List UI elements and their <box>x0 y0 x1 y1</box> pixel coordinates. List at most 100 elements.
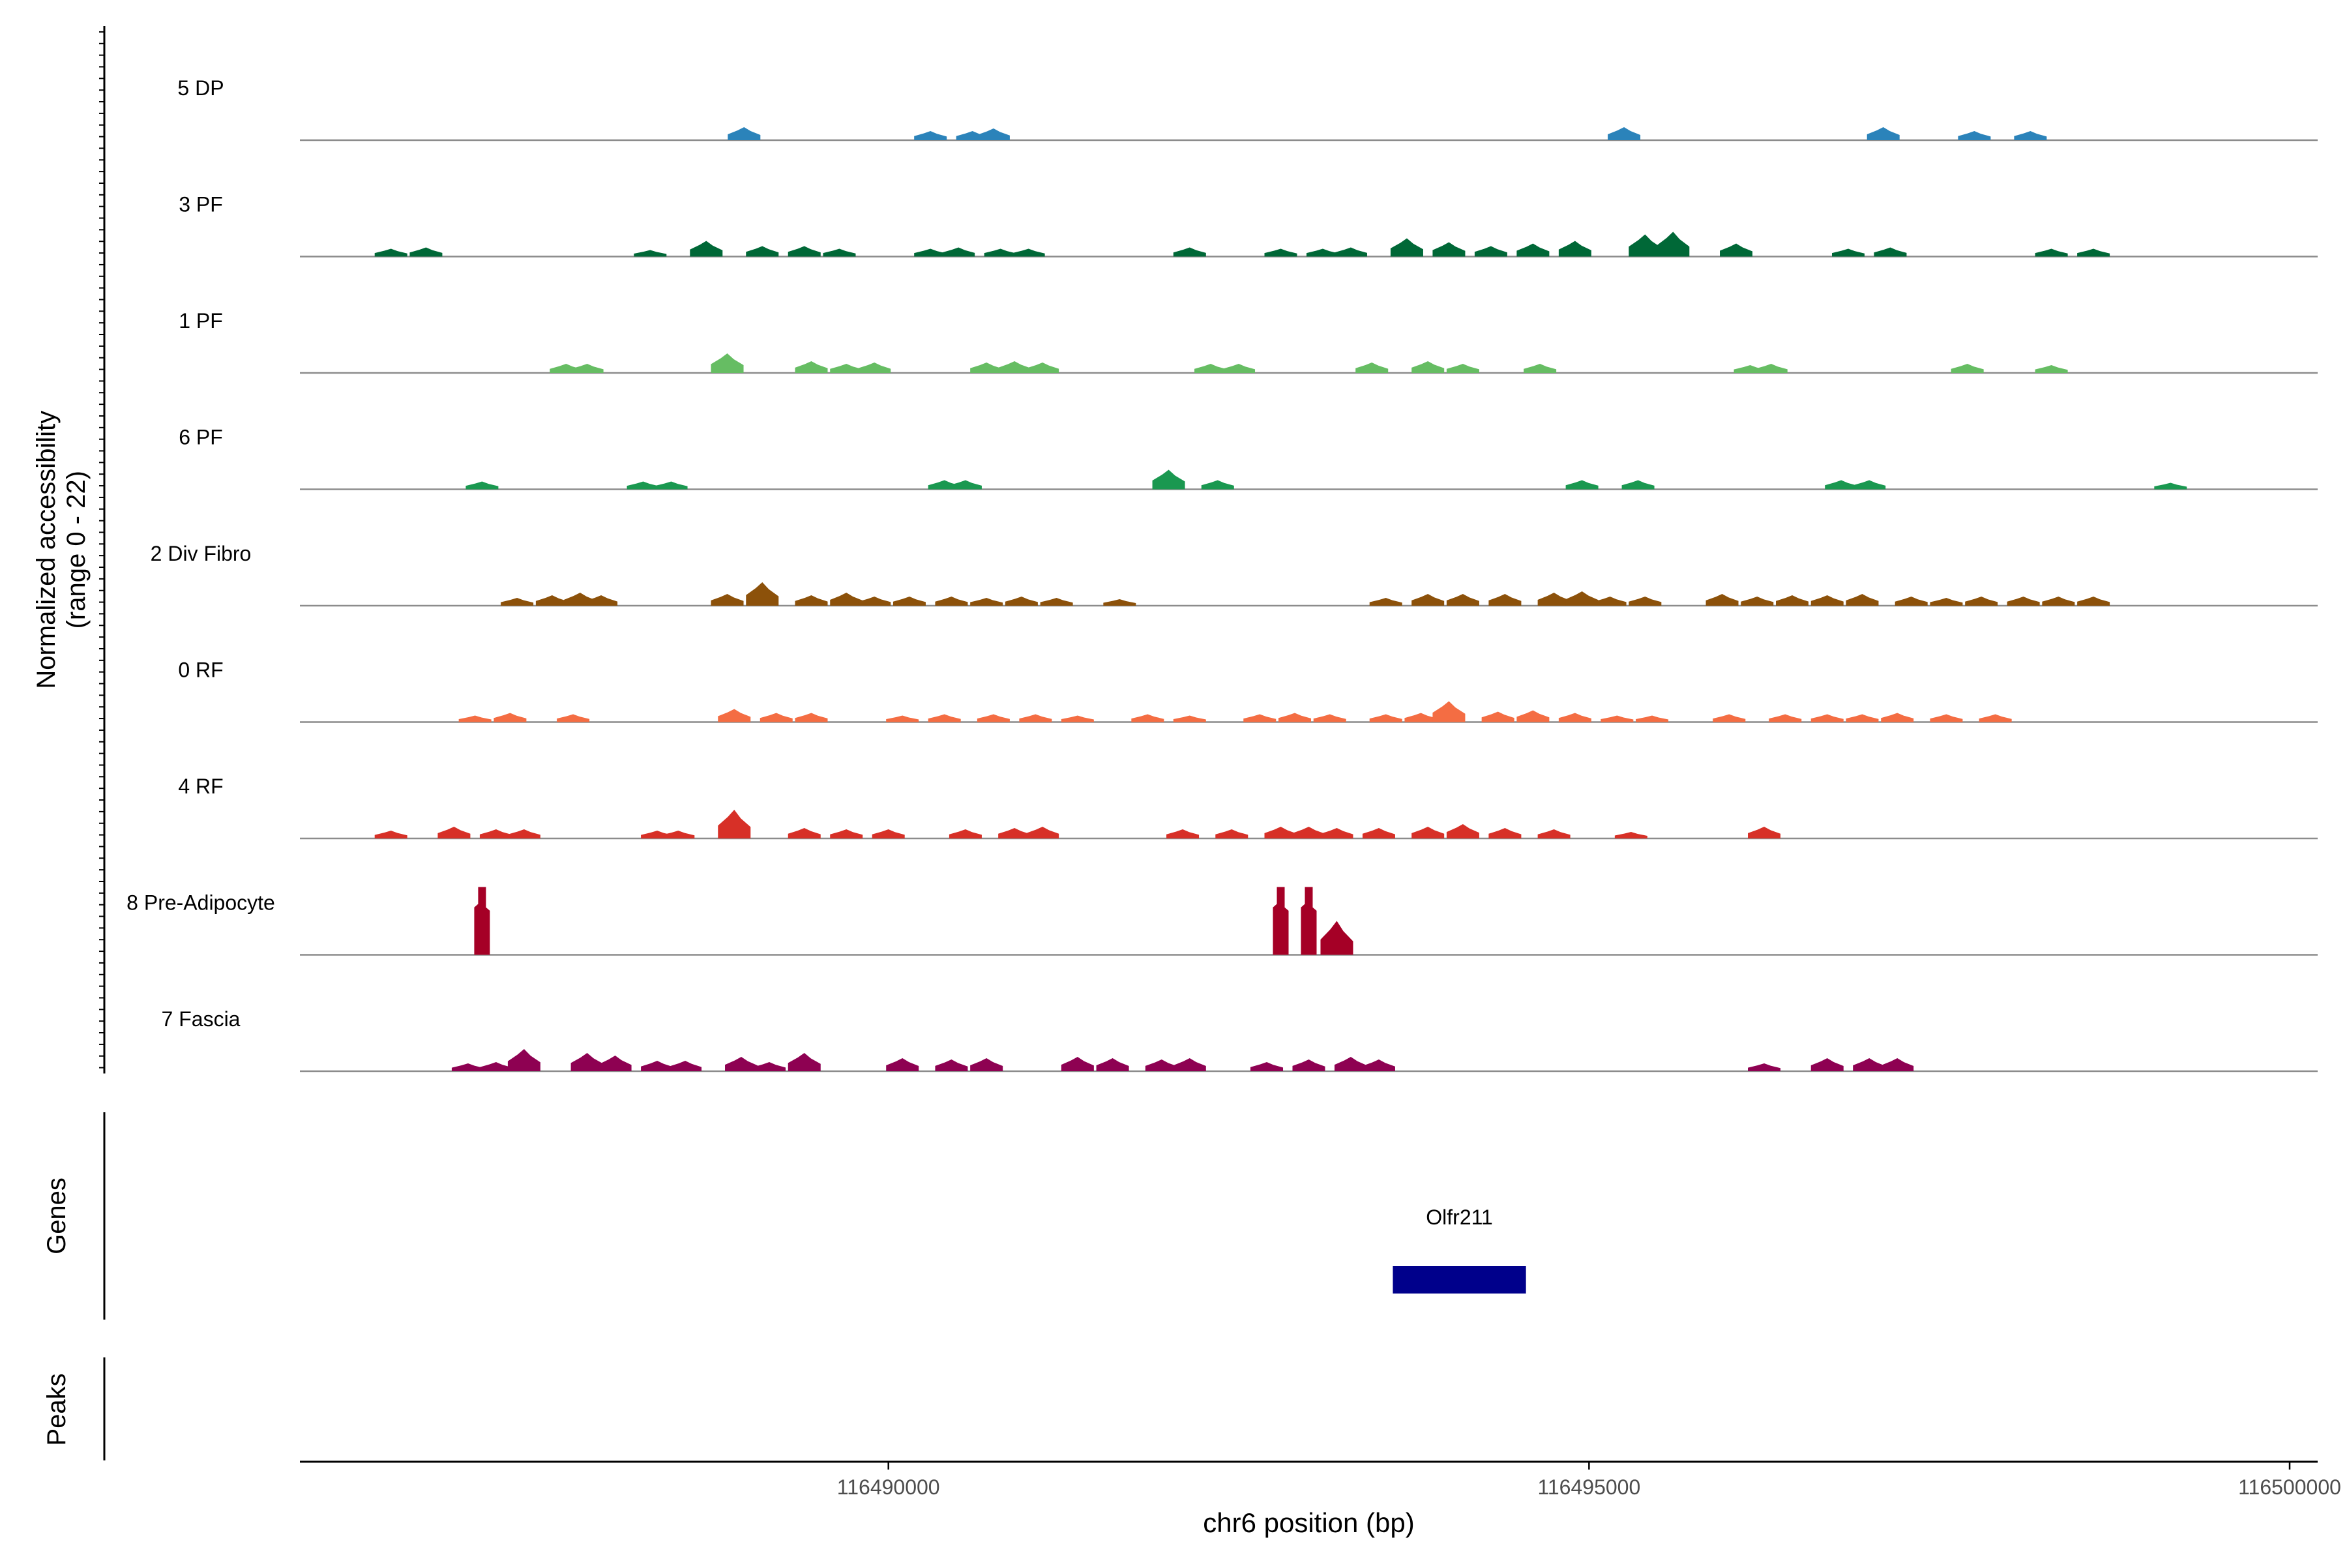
track-label: 1 PF <box>179 309 223 333</box>
y-axis-label: Normalized accessibility(range 0 - 22) <box>32 411 91 689</box>
coverage-peak <box>2035 248 2068 257</box>
genes-label: Genes <box>42 1177 71 1254</box>
track-5-dp: 5 DP <box>177 76 2318 141</box>
coverage-peak <box>655 481 688 490</box>
coverage-peak <box>1846 594 1879 606</box>
coverage-peak <box>1614 832 1647 838</box>
coverage-peak <box>1895 597 1928 606</box>
coverage-peak <box>788 828 821 838</box>
coverage-peak <box>1488 594 1522 606</box>
coverage-peak <box>1537 593 1571 606</box>
coverage-peak <box>1306 248 1339 257</box>
coverage-peak <box>1061 715 1094 722</box>
coverage-peak <box>1657 231 1690 257</box>
coverage-peak <box>1026 827 1059 838</box>
gene-name-label: Olfr211 <box>1426 1206 1493 1229</box>
coverage-peak <box>830 829 863 838</box>
coverage-peak <box>2077 248 2110 257</box>
coverage-peak <box>1516 710 1550 722</box>
coverage-peak <box>465 481 499 490</box>
coverage-peak <box>760 713 793 722</box>
peaks-panel: Peaks <box>42 1357 106 1460</box>
y-axis-label-line: Normalized accessibility <box>32 411 61 689</box>
coverage-peak <box>1362 828 1395 838</box>
coverage-peak <box>1005 597 1038 606</box>
coverage-peak <box>1713 714 1746 722</box>
coverage-peak <box>1629 597 1662 606</box>
coverage-peak <box>1152 469 1185 490</box>
coverage-peak <box>1320 828 1353 838</box>
coverage-peak <box>1201 480 1234 490</box>
coverage-tracks: 5 DP 3 PF 1 PF 6 PF 2 Div Fibro 0 RF 4 RF 8 Pre… <box>126 76 2318 1072</box>
coverage-peak <box>374 831 407 838</box>
coverage-peak <box>1446 824 1479 838</box>
coverage-peak <box>1769 714 1802 722</box>
coverage-peak <box>627 481 660 490</box>
coverage-peak <box>1292 827 1325 838</box>
coverage-peak <box>1831 248 1865 257</box>
coverage-peak <box>1313 714 1346 722</box>
coverage-peak <box>788 1053 821 1071</box>
coverage-peak <box>914 131 947 140</box>
coverage-peak <box>1390 238 1423 257</box>
coverage-peak <box>1474 246 1507 257</box>
x-tick-label: 116500000 <box>2238 1475 2341 1499</box>
coverage-peak <box>1537 829 1571 838</box>
track-label: 8 Pre-Adipocyte <box>126 891 275 915</box>
coverage-peak <box>1951 364 1984 373</box>
coverage-peak <box>970 1058 1003 1071</box>
coverage-peak <box>949 829 982 838</box>
x-tick-label: 116490000 <box>837 1475 940 1499</box>
coverage-peak <box>1411 361 1445 373</box>
coverage-peak <box>711 594 744 606</box>
coverage-peak <box>437 827 471 838</box>
coverage-peak <box>718 709 751 722</box>
coverage-peak <box>1979 714 2012 722</box>
track-label: 0 RF <box>178 658 223 682</box>
coverage-peak <box>458 715 492 722</box>
track-8-pre-adipocyte: 8 Pre-Adipocyte <box>126 887 2318 956</box>
coverage-peak <box>711 353 744 373</box>
track-1-pf: 1 PF <box>179 309 2318 374</box>
coverage-peak <box>1446 594 1479 606</box>
coverage-peak <box>1881 713 1914 722</box>
coverage-peak <box>970 598 1003 606</box>
coverage-peak <box>598 1056 632 1071</box>
coverage-peak <box>753 1062 786 1071</box>
coverage-peak <box>1264 827 1297 838</box>
coverage-peak <box>2154 482 2187 490</box>
coverage-peak <box>662 831 695 838</box>
coverage-peak <box>1292 1059 1325 1071</box>
coverage-peak <box>795 595 828 606</box>
coverage-peak <box>1194 364 1228 373</box>
coverage-peak <box>507 1049 540 1071</box>
coverage-peak <box>725 1057 758 1071</box>
y-axis-label-line: (range 0 - 22) <box>62 471 91 629</box>
coverage-peak <box>1958 131 1991 140</box>
coverage-peak <box>718 810 751 838</box>
track-label: 6 PF <box>179 426 223 449</box>
coverage-peak <box>634 250 667 257</box>
coverage-peak <box>1621 480 1655 490</box>
coverage-peak <box>1369 714 1402 722</box>
coverage-peak <box>1593 597 1627 606</box>
track-label: 4 RF <box>178 775 223 798</box>
coverage-peak <box>1320 921 1353 955</box>
coverage-peak <box>1601 715 1634 722</box>
track-2-div-fibro: 2 Div Fibro <box>151 542 2318 607</box>
gene-body <box>1393 1266 1526 1294</box>
coverage-peak <box>570 1053 604 1071</box>
coverage-peak <box>746 582 779 606</box>
coverage-peak <box>795 713 828 722</box>
coverage-peak <box>823 248 856 257</box>
coverage-peak <box>1145 1059 1178 1071</box>
coverage-peak <box>1411 827 1445 838</box>
genes-panel: Genes Olfr211 <box>42 1112 1526 1320</box>
coverage-peak <box>1432 701 1466 722</box>
coverage-peak <box>2077 597 2110 606</box>
coverage-peak <box>1019 714 1052 722</box>
coverage-peak <box>858 597 891 606</box>
coverage-peak <box>1705 594 1739 606</box>
